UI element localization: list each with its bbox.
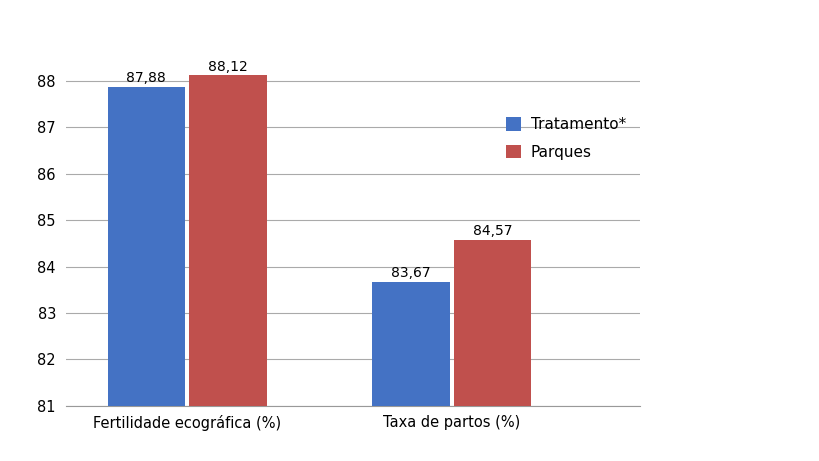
Bar xyxy=(107,87,184,461)
Legend: Tratamento*, Parques: Tratamento*, Parques xyxy=(500,111,631,166)
Text: 88,12: 88,12 xyxy=(208,59,247,74)
Bar xyxy=(189,76,266,461)
Bar xyxy=(372,282,449,461)
Bar xyxy=(454,240,531,461)
Text: 83,67: 83,67 xyxy=(391,266,431,280)
Text: 84,57: 84,57 xyxy=(473,224,512,238)
Text: 87,88: 87,88 xyxy=(126,71,166,85)
